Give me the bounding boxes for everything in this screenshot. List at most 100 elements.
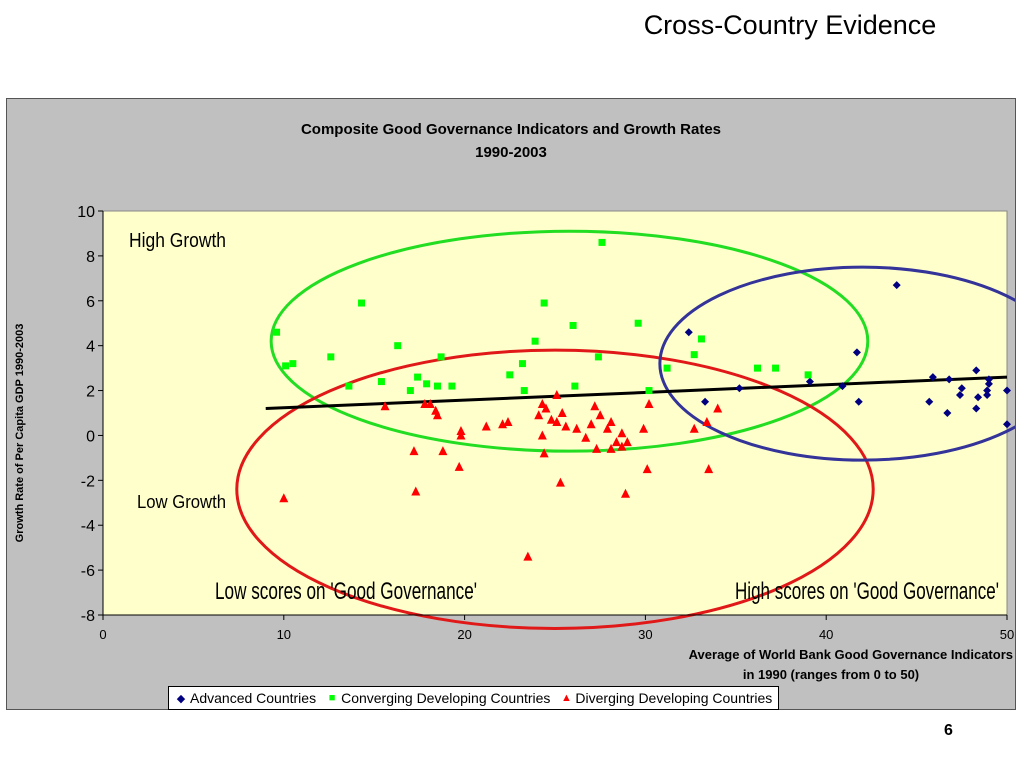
y-tick-label: 4 xyxy=(86,339,95,356)
y-axis-label: Growth Rate of Per Capita GDP 1990-2003 xyxy=(14,324,26,543)
point-diverging xyxy=(555,477,565,487)
chart-svg: Composite Good Governance Indicators and… xyxy=(14,121,1024,682)
point-diverging xyxy=(541,403,551,413)
point-converging xyxy=(423,380,431,388)
point-diverging xyxy=(606,416,616,426)
y-tick-label: -4 xyxy=(81,518,95,535)
trend-line xyxy=(265,375,1008,411)
point-converging xyxy=(571,382,579,390)
point-advanced xyxy=(928,373,937,382)
point-advanced xyxy=(805,377,814,386)
y-tick-label: -8 xyxy=(81,608,95,625)
point-diverging xyxy=(622,437,632,447)
point-diverging xyxy=(546,414,556,424)
point-diverging xyxy=(534,410,544,420)
point-converging xyxy=(697,335,705,343)
legend-label-advanced: Advanced Countries xyxy=(190,690,317,706)
point-converging xyxy=(273,328,281,336)
point-converging xyxy=(282,362,290,370)
point-diverging xyxy=(561,421,571,431)
annotation-low-growth: Low Growth xyxy=(137,492,226,512)
point-diverging xyxy=(642,464,652,474)
y-tick-label: 8 xyxy=(86,249,95,266)
y-tick-label: 0 xyxy=(86,428,95,445)
legend-item-diverging: ▲ Diverging Developing Countries xyxy=(560,690,772,706)
point-diverging xyxy=(409,446,419,456)
point-diverging xyxy=(454,461,464,471)
point-advanced xyxy=(955,391,964,400)
point-diverging xyxy=(611,437,621,447)
ellipse-high-governance xyxy=(658,265,1024,462)
point-diverging xyxy=(704,464,714,474)
point-diverging xyxy=(713,403,723,413)
point-diverging xyxy=(586,419,596,429)
point-advanced xyxy=(984,375,993,384)
y-tick-label: 2 xyxy=(86,384,95,401)
point-converging xyxy=(518,360,526,368)
point-diverging xyxy=(279,493,289,503)
point-converging xyxy=(437,353,445,361)
ellipse-layer xyxy=(235,229,1024,630)
chart-subtitle: 1990-2003 xyxy=(475,144,547,161)
x-tick-label: 0 xyxy=(99,627,106,642)
point-advanced xyxy=(957,384,966,393)
point-converging xyxy=(634,319,642,327)
point-converging xyxy=(327,353,335,361)
point-converging xyxy=(345,382,353,390)
point-diverging xyxy=(411,486,421,496)
point-advanced xyxy=(838,382,847,391)
point-advanced xyxy=(684,328,693,337)
trend-layer xyxy=(265,375,1008,411)
legend: ◆ Advanced Countries ■ Converging Develo… xyxy=(168,686,780,710)
point-advanced xyxy=(852,348,861,357)
point-diverging xyxy=(456,430,466,440)
point-diverging xyxy=(537,430,547,440)
point-advanced xyxy=(925,397,934,406)
point-converging xyxy=(520,387,528,395)
point-advanced xyxy=(972,404,981,413)
point-diverging xyxy=(557,408,567,417)
chart-title: Composite Good Governance Indicators and… xyxy=(301,121,721,138)
point-diverging xyxy=(595,410,605,420)
point-advanced xyxy=(735,384,744,393)
point-diverging xyxy=(425,399,435,409)
point-converging xyxy=(594,353,602,361)
square-marker-icon: ■ xyxy=(328,692,336,704)
point-diverging xyxy=(432,410,442,420)
point-diverging xyxy=(617,428,627,438)
point-diverging xyxy=(523,551,533,561)
x-tick-label: 20 xyxy=(457,627,471,642)
point-converging xyxy=(753,364,761,372)
point-converging xyxy=(448,382,456,390)
point-diverging xyxy=(644,399,654,409)
point-converging xyxy=(406,387,414,395)
page-number: 6 xyxy=(944,722,953,739)
point-advanced xyxy=(983,391,992,400)
point-diverging xyxy=(481,421,491,431)
y-tick-label: 10 xyxy=(77,204,95,221)
point-diverging xyxy=(539,448,549,458)
point-advanced xyxy=(972,366,981,375)
point-diverging xyxy=(606,443,616,453)
point-converging xyxy=(540,299,548,307)
point-diverging xyxy=(639,423,649,433)
point-advanced xyxy=(984,379,993,388)
y-tick-label: -6 xyxy=(81,563,95,580)
point-diverging xyxy=(617,441,627,451)
point-advanced xyxy=(854,397,863,406)
point-advanced xyxy=(701,397,710,406)
point-diverging xyxy=(572,423,582,433)
point-converging xyxy=(772,364,780,372)
point-converging xyxy=(531,337,539,345)
legend-label-converging: Converging Developing Countries xyxy=(341,690,551,706)
point-converging xyxy=(804,371,812,379)
point-diverging xyxy=(552,416,562,426)
point-diverging xyxy=(689,423,699,433)
point-diverging xyxy=(537,399,547,409)
point-diverging xyxy=(503,416,513,426)
point-advanced xyxy=(892,281,901,290)
x-axis-label-line2: in 1990 (ranges from 0 to 50) xyxy=(743,667,919,682)
point-converging xyxy=(645,387,653,395)
annotation-high-growth: High Growth xyxy=(129,230,226,252)
